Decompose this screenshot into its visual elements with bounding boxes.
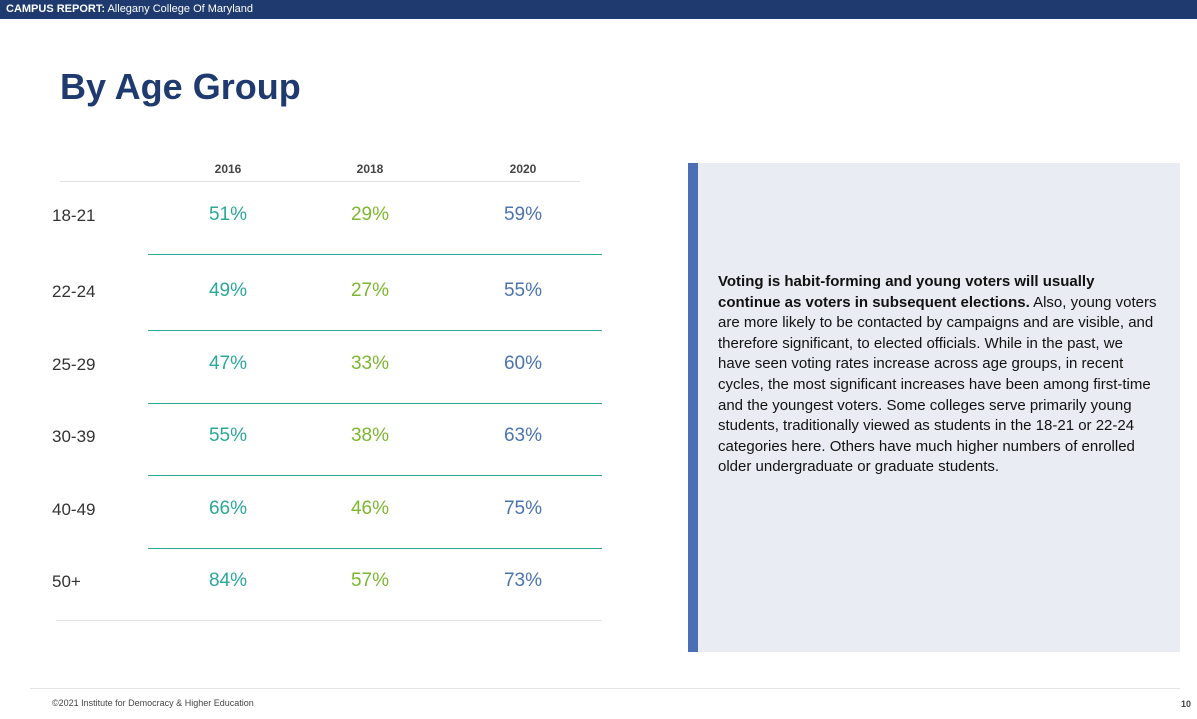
row-rule xyxy=(148,475,602,476)
value-cell: 57% xyxy=(350,570,390,591)
value-cell: 55% xyxy=(503,280,543,301)
copyright: ©2021 Institute for Democracy & Higher E… xyxy=(52,698,254,708)
header-rule xyxy=(60,181,580,182)
value-cell: 33% xyxy=(350,353,390,374)
value-cell: 60% xyxy=(503,353,543,374)
value-cell: 84% xyxy=(208,570,248,591)
row-label: 18-21 xyxy=(52,206,96,225)
value-cell: 73% xyxy=(503,570,543,591)
row-label: 30-39 xyxy=(52,427,96,446)
value-cell: 59% xyxy=(503,204,543,225)
footer-line xyxy=(30,688,1180,689)
panel-bold: Voting is habit-forming and young voters… xyxy=(718,273,1095,311)
value-cell: 46% xyxy=(350,498,390,519)
row-rule xyxy=(148,548,602,549)
value-cell: 29% xyxy=(350,204,390,225)
college-name: Allegany College Of Maryland xyxy=(107,3,253,15)
row-rule xyxy=(148,330,602,331)
text-panel xyxy=(688,163,1180,652)
page-title: By Age Group xyxy=(60,66,301,107)
row-rule xyxy=(148,254,602,255)
value-cell: 55% xyxy=(208,425,248,446)
value-cell: 51% xyxy=(208,204,248,225)
header-label: CAMPUS REPORT: xyxy=(6,3,106,15)
value-cell: 66% xyxy=(208,498,248,519)
panel-text: Voting is habit-forming and young voters… xyxy=(718,272,1158,478)
value-cell: 38% xyxy=(350,425,390,446)
value-cell: 47% xyxy=(208,353,248,374)
row-rule xyxy=(148,403,602,404)
column-header: 2016 xyxy=(214,162,242,176)
row-label: 40-49 xyxy=(52,500,96,519)
row-label: 22-24 xyxy=(52,282,96,301)
panel-stripe xyxy=(688,163,698,652)
page-number: 10 xyxy=(1181,699,1192,709)
row-label: 25-29 xyxy=(52,355,96,374)
header-bar: CAMPUS REPORT: Allegany College Of Maryl… xyxy=(0,0,1197,19)
value-cell: 49% xyxy=(208,280,248,301)
row-label: 50+ xyxy=(52,572,81,591)
bottom-rule xyxy=(56,620,602,621)
value-cell: 75% xyxy=(503,498,543,519)
value-cell: 63% xyxy=(503,425,543,446)
column-header: 2018 xyxy=(356,162,384,176)
panel-body: Also, young voters are more likely to be… xyxy=(718,293,1157,476)
value-cell: 27% xyxy=(350,280,390,301)
column-header: 2020 xyxy=(509,162,537,176)
